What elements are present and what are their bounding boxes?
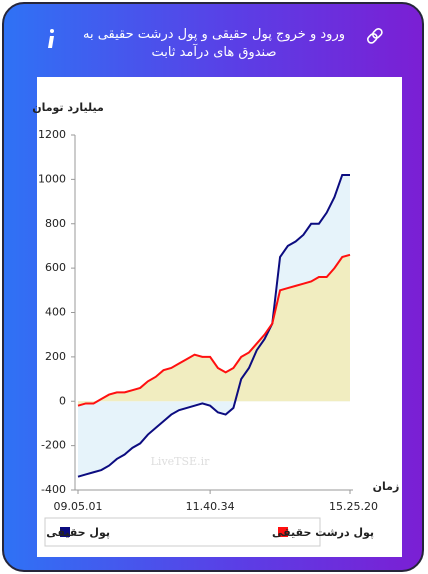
legend-label: پول درشت حقیقی xyxy=(272,526,374,539)
series-line xyxy=(77,253,351,407)
y-tick-label: 0 xyxy=(59,394,66,407)
y-tick-label: -200 xyxy=(41,439,66,452)
legend-label: پول حقیقی xyxy=(46,526,110,539)
watermark: LiveTSE.ir xyxy=(151,455,210,468)
y-tick-label: 1000 xyxy=(38,172,66,185)
y-axis-label: میلیارد تومان xyxy=(32,101,104,114)
x-tick-label: 11.40.34 xyxy=(186,500,235,513)
legend-swatch xyxy=(278,527,288,537)
link-icon xyxy=(366,27,383,44)
y-tick-label: 1200 xyxy=(38,128,66,141)
y-tick-label: 400 xyxy=(45,306,66,319)
x-axis-label: زمان xyxy=(373,480,400,493)
y-tick-label: 600 xyxy=(45,261,66,274)
y-tick-label: -400 xyxy=(41,483,66,496)
legend-box xyxy=(44,517,321,547)
x-tick-label: 15.25.20 xyxy=(329,500,378,513)
series-area xyxy=(78,254,350,406)
y-tick-label: 200 xyxy=(45,350,66,363)
x-tick-label: 09.05.01 xyxy=(54,500,103,513)
header-title: ورود و خروج پول حقیقی و پول درشت حقیقی ب… xyxy=(82,27,345,60)
y-tick-label: 800 xyxy=(45,217,66,230)
info-icon xyxy=(48,29,54,48)
series-line xyxy=(77,173,350,478)
legend-swatch xyxy=(60,527,70,537)
